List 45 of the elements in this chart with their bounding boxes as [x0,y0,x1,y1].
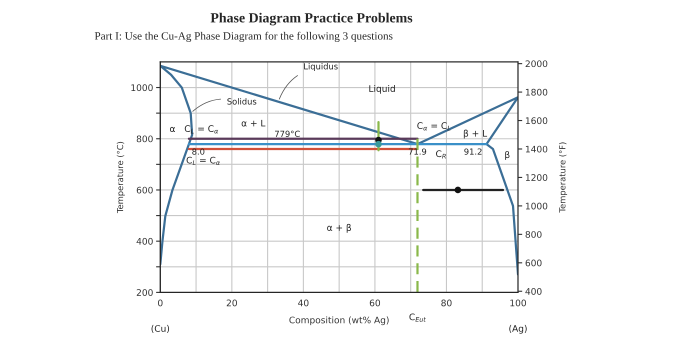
y2-tick-label: 1600 [526,117,548,124]
point [454,186,462,194]
chart-subtitle: Part I: Use the Cu-Ag Phase Diagram for the following 3 questions [94,32,393,42]
x-tick-label: 80 [441,300,452,306]
y-tick-label: 400 [136,238,153,245]
x-tick-label: 0 [158,300,163,306]
x-tick-label: 60 [370,300,380,306]
y-tick-label: 600 [136,186,153,194]
y2-tick-label: 2000 [526,60,548,68]
y-axis-title: Temperature (°C) [116,142,125,214]
x-tick-label: 20 [226,300,237,306]
chart-title: Phase Diagram Practice Problems [210,12,412,26]
point [375,140,382,148]
y2-axis-title: Temperature (°F) [559,142,568,213]
annotation: α + L [242,120,266,127]
y2-tick-label: 1000 [526,202,548,210]
annotation: C$_{R}$ [436,150,446,158]
annotation: Solidus [227,98,256,105]
annotation: β + L [464,130,488,138]
y2-tick-label: 400 [525,288,542,295]
text: (Ag) [509,324,527,334]
annotation: β [505,151,510,160]
y2-tick-label: 600 [526,260,542,266]
x-axis-title: Composition (wt% Ag) [289,316,389,326]
x-tick-label: 40 [298,300,309,306]
y2-tick-label: 1800 [526,88,548,96]
annotation: C$_{L}$ = C$_{α}$ [186,156,220,166]
y2-tick-label: 800 [526,231,542,238]
y2-tick-label: 1400 [526,146,548,153]
annotation: α + β [327,224,352,233]
annotation: α [170,126,176,132]
annotation: 91.2 [464,148,482,155]
annotation: 779°C [275,130,300,137]
y-tick-label: 200 [136,289,153,296]
annotation: 8.0 [192,148,204,155]
annotation: Liquidus [304,62,338,72]
line-series [160,64,518,276]
y-tick-label: 800 [136,135,153,142]
text: C$_{Eut}$ [409,313,426,322]
x-tick-label: 100 [510,300,526,306]
annotation: Liquid [369,84,395,94]
text: (Cu) [152,324,170,333]
annotation: 71.9 [408,148,426,155]
y-tick-label: 1000 [131,84,153,92]
y2-tick-label: 1200 [526,174,548,182]
